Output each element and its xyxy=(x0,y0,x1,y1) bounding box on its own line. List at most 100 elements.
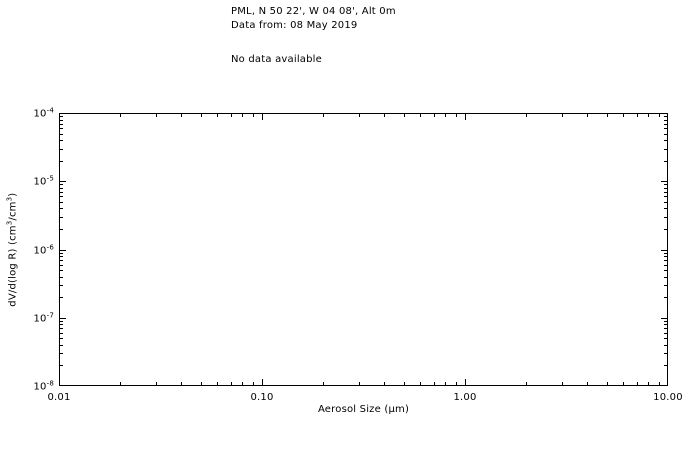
y-tick-minor xyxy=(59,365,63,366)
y-tick-mantissa: 10 xyxy=(33,313,47,325)
y-tick-minor xyxy=(59,140,63,141)
x-tick-minor xyxy=(404,382,405,386)
y-tick-minor-right xyxy=(664,120,668,121)
y-tick-minor xyxy=(59,202,63,203)
y-tick-minor-right xyxy=(664,353,668,354)
x-tick-minor-top xyxy=(323,113,324,117)
y-tick-minor-right xyxy=(664,128,668,129)
x-tick-minor xyxy=(648,382,649,386)
x-tick-minor xyxy=(623,382,624,386)
y-tick-minor xyxy=(59,208,63,209)
y-tick-exponent: -8 xyxy=(46,379,54,388)
y-tick-minor-right xyxy=(664,260,668,261)
y-tick-minor xyxy=(59,188,63,189)
x-tick-minor-top xyxy=(359,113,360,117)
y-tick-minor-right xyxy=(664,297,668,298)
y-tick-mantissa: 10 xyxy=(33,108,47,120)
y-tick-major-right xyxy=(661,250,668,251)
y-tick-minor xyxy=(59,260,63,261)
y-tick-minor xyxy=(59,328,63,329)
y-tick-label: 10-8 xyxy=(24,379,54,392)
y-tick-minor xyxy=(59,345,63,346)
x-tick-minor xyxy=(231,382,232,386)
x-tick-major xyxy=(262,379,263,386)
x-tick-minor xyxy=(201,382,202,386)
x-tick-minor xyxy=(120,382,121,386)
y-axis-title-sup-1: 3 xyxy=(5,220,14,226)
y-tick-major xyxy=(59,181,66,182)
y-tick-minor xyxy=(59,124,63,125)
y-tick-minor xyxy=(59,149,63,150)
y-tick-major xyxy=(59,318,66,319)
y-tick-major-right xyxy=(661,318,668,319)
y-tick-minor-right xyxy=(664,217,668,218)
y-tick-label: 10-5 xyxy=(24,174,54,187)
x-tick-minor-top xyxy=(434,113,435,117)
x-tick-minor xyxy=(217,382,218,386)
y-tick-minor-right xyxy=(664,321,668,322)
y-axis-title-mid: /cm xyxy=(7,201,19,221)
y-tick-minor xyxy=(59,265,63,266)
y-tick-exponent: -7 xyxy=(46,311,54,320)
y-tick-minor-right xyxy=(664,229,668,230)
y-tick-minor-right xyxy=(664,134,668,135)
y-tick-minor-right xyxy=(664,196,668,197)
x-tick-minor-top xyxy=(607,113,608,117)
chart-title-block: PML, N 50 22', W 04 08', Alt 0m Data fro… xyxy=(231,5,396,33)
x-tick-minor xyxy=(659,382,660,386)
x-tick-minor-top xyxy=(404,113,405,117)
x-tick-minor-top xyxy=(384,113,385,117)
y-tick-minor-right xyxy=(664,192,668,193)
x-tick-minor-top xyxy=(648,113,649,117)
y-tick-minor-right xyxy=(664,333,668,334)
x-tick-minor xyxy=(156,382,157,386)
y-tick-minor xyxy=(59,256,63,257)
data-series-layer xyxy=(60,114,667,385)
y-tick-minor-right xyxy=(664,256,668,257)
x-tick-minor-top xyxy=(637,113,638,117)
y-tick-minor xyxy=(59,253,63,254)
y-tick-minor xyxy=(59,128,63,129)
y-tick-minor-right xyxy=(664,208,668,209)
y-tick-minor xyxy=(59,229,63,230)
x-tick-minor-top xyxy=(181,113,182,117)
x-axis-title: Aerosol Size (μm) xyxy=(317,404,410,415)
y-tick-minor xyxy=(59,196,63,197)
x-tick-minor-top xyxy=(420,113,421,117)
x-tick-minor xyxy=(607,382,608,386)
y-tick-minor-right xyxy=(664,345,668,346)
y-tick-minor xyxy=(59,116,63,117)
chart-title-line-1: PML, N 50 22', W 04 08', Alt 0m xyxy=(231,6,396,17)
y-tick-minor-right xyxy=(664,338,668,339)
no-data-available-message: No data available xyxy=(231,54,323,65)
y-tick-minor xyxy=(59,321,63,322)
x-tick-major xyxy=(465,379,466,386)
x-tick-minor-top xyxy=(156,113,157,117)
y-axis-title-sup-2: 3 xyxy=(5,196,14,202)
y-tick-label: 10-7 xyxy=(24,311,54,324)
y-tick-minor xyxy=(59,285,63,286)
x-tick-minor-top xyxy=(562,113,563,117)
y-tick-minor-right xyxy=(664,253,668,254)
x-tick-minor xyxy=(420,382,421,386)
x-tick-minor-top xyxy=(623,113,624,117)
y-axis-title-suffix: ) xyxy=(7,192,19,197)
y-tick-minor-right xyxy=(664,202,668,203)
y-tick-minor xyxy=(59,134,63,135)
x-tick-minor-top xyxy=(231,113,232,117)
x-tick-minor-top xyxy=(526,113,527,117)
y-tick-mantissa: 10 xyxy=(33,245,47,257)
x-tick-minor-top xyxy=(445,113,446,117)
x-tick-minor xyxy=(242,382,243,386)
x-tick-minor xyxy=(434,382,435,386)
y-tick-label: 10-4 xyxy=(24,106,54,119)
x-tick-minor-top xyxy=(242,113,243,117)
x-tick-minor xyxy=(562,382,563,386)
y-tick-minor xyxy=(59,324,63,325)
y-tick-minor-right xyxy=(664,270,668,271)
y-tick-minor xyxy=(59,217,63,218)
y-tick-minor xyxy=(59,192,63,193)
y-tick-minor xyxy=(59,120,63,121)
y-tick-minor-right xyxy=(664,140,668,141)
